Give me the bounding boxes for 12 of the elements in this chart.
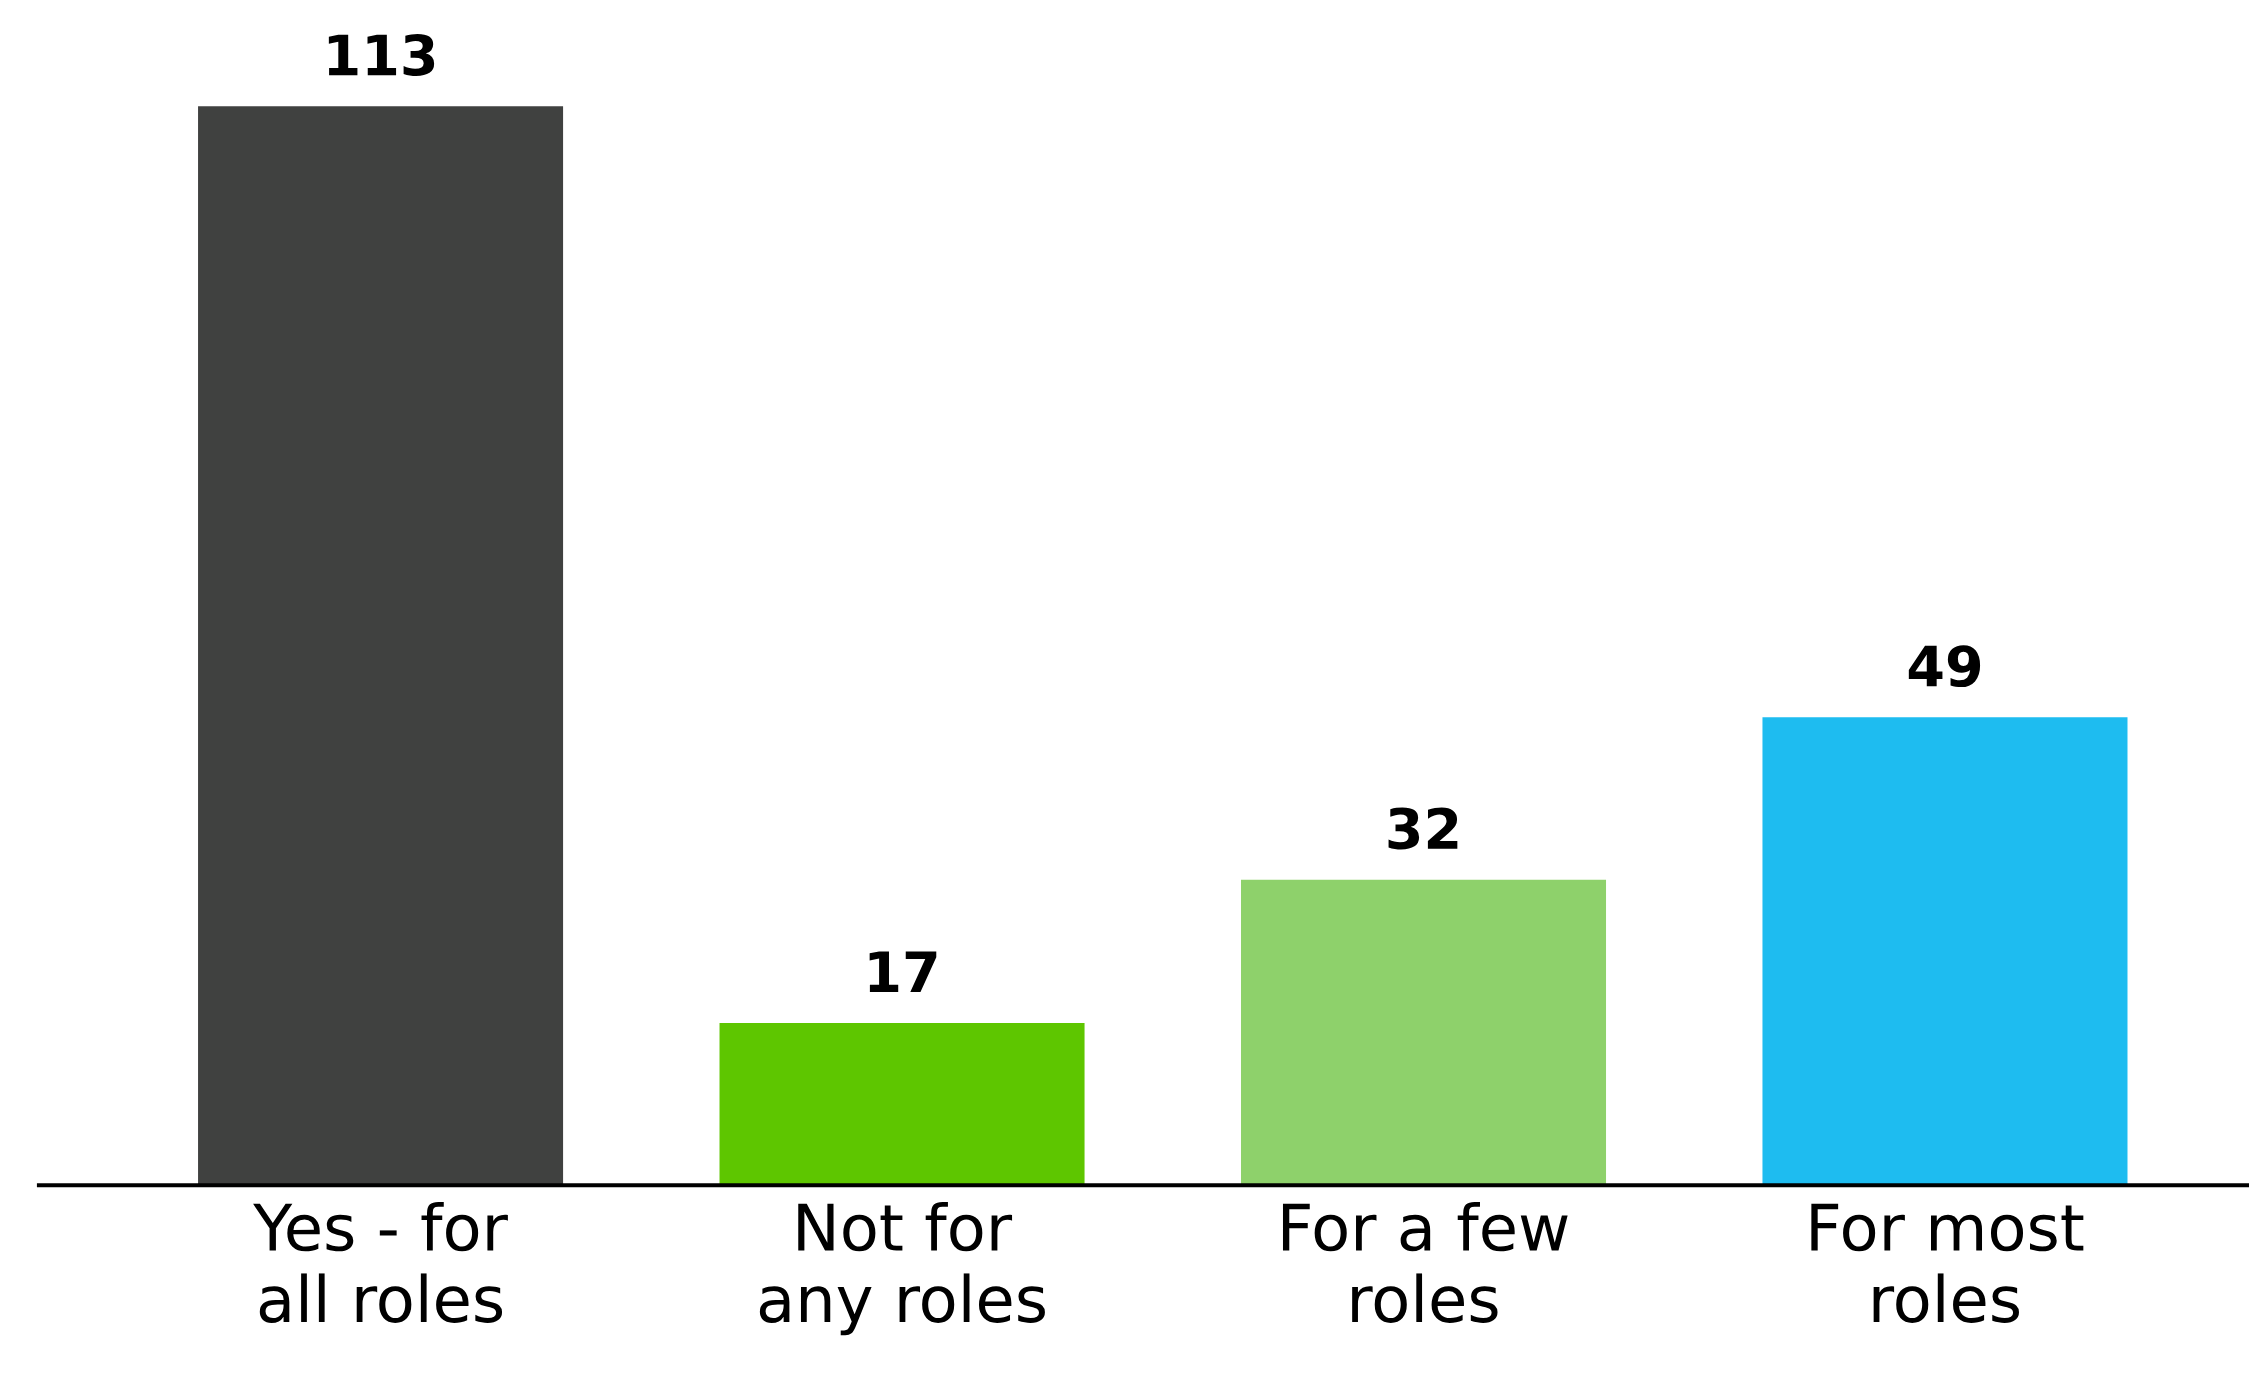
data-label: 49 <box>1908 645 1981 688</box>
x-tick-label: Yes - for all roles <box>253 1201 508 1323</box>
x-tick-label: Not for any roles <box>759 1201 1045 1336</box>
bar <box>198 106 564 1186</box>
bar <box>1240 879 1607 1186</box>
data-label: 17 <box>869 951 937 992</box>
bar <box>719 1022 1085 1186</box>
bar <box>1762 717 2128 1186</box>
x-tick-label: For most roles <box>1811 1203 2084 1323</box>
data-label: 32 <box>1388 807 1458 850</box>
x-tick-label: For a few roles <box>1282 1201 1568 1323</box>
data-label: 113 <box>328 33 435 76</box>
